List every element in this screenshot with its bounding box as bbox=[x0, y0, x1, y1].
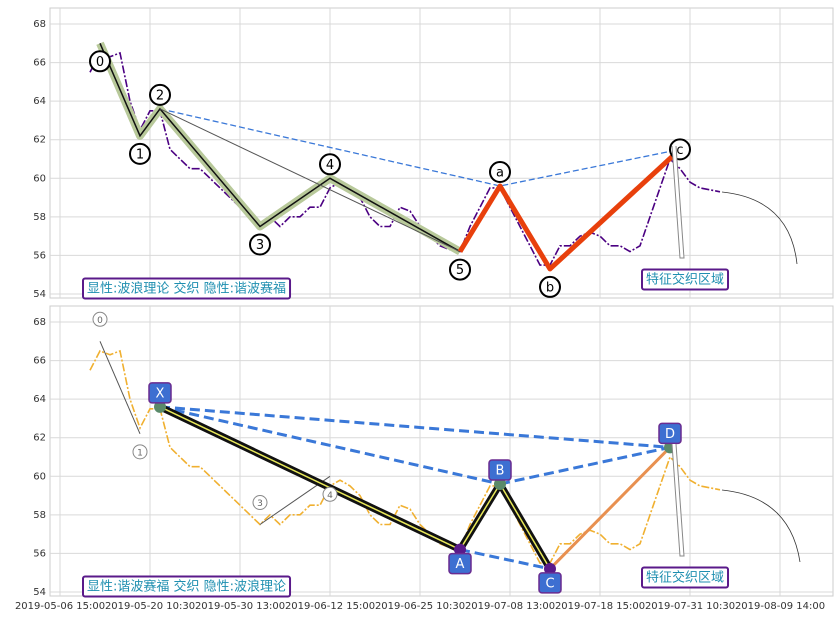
wave-marker bbox=[319, 153, 341, 176]
wave-marker bbox=[129, 142, 151, 165]
y-tick-label: 64 bbox=[33, 394, 46, 405]
y-tick-label: 68 bbox=[33, 19, 46, 30]
pattern-label: D bbox=[665, 427, 675, 442]
y-tick-label: 66 bbox=[33, 58, 46, 69]
x-tick-label: 2019-06-12 15:00 bbox=[285, 601, 375, 612]
annotation-box bbox=[82, 277, 292, 300]
wave-marker bbox=[92, 311, 108, 327]
pattern-label: B bbox=[496, 464, 505, 479]
price-line bbox=[89, 51, 721, 266]
zone-box bbox=[641, 566, 730, 589]
pattern-leg-core bbox=[159, 406, 461, 551]
y-tick-label: 64 bbox=[33, 96, 46, 107]
wave-dashed bbox=[159, 108, 681, 187]
forecast-arc bbox=[721, 191, 798, 265]
wave-label: a bbox=[496, 166, 504, 181]
wave-label: 3 bbox=[257, 499, 263, 509]
zone-label: 特征交织区域 bbox=[646, 272, 724, 288]
pattern-point bbox=[544, 562, 556, 575]
pattern-label: X bbox=[156, 386, 165, 401]
x-tick-label: 2019-07-08 13:00 bbox=[465, 601, 555, 612]
x-tick-label: 2019-05-06 15:00 bbox=[15, 601, 105, 612]
annotation: 显性:谐波赛福 交织 隐性:波浪理论 bbox=[87, 579, 286, 595]
zone-box bbox=[641, 268, 730, 291]
pattern-badge bbox=[148, 382, 172, 404]
panel-frame bbox=[49, 7, 834, 299]
wave-marker bbox=[89, 50, 111, 73]
y-tick-label: 66 bbox=[33, 356, 46, 367]
wave-label: 5 bbox=[456, 263, 464, 278]
x-tick-label: 2019-05-30 13:00 bbox=[195, 601, 285, 612]
x-tick-label: 2019-06-25 10:30 bbox=[375, 601, 465, 612]
pattern-leg-core bbox=[459, 483, 501, 550]
panel-frame bbox=[49, 305, 834, 597]
pattern-point bbox=[494, 478, 506, 490]
pattern-dashed bbox=[459, 548, 551, 571]
pattern-label: C bbox=[545, 576, 554, 591]
y-tick-label: 54 bbox=[33, 587, 46, 598]
zone-pointer bbox=[671, 145, 685, 259]
y-tick-label: 56 bbox=[33, 548, 46, 559]
pattern-badge bbox=[658, 422, 682, 445]
zone-label: 特征交织区域 bbox=[646, 570, 724, 586]
pattern-dashed bbox=[159, 405, 501, 486]
wave-label: 1 bbox=[136, 147, 144, 162]
pattern-badge bbox=[538, 572, 562, 594]
wave-line bbox=[99, 341, 141, 435]
pattern-point bbox=[454, 543, 466, 556]
y-tick-label: 60 bbox=[33, 471, 46, 482]
annotation: 显性:波浪理论 交织 隐性:谐波赛福 bbox=[87, 281, 286, 297]
pattern-point bbox=[154, 400, 166, 413]
y-tick-label: 58 bbox=[33, 510, 46, 521]
x-tick-label: 2019-08-09 14:00 bbox=[735, 601, 825, 612]
wave-marker bbox=[252, 495, 268, 510]
wave-marker bbox=[249, 233, 271, 256]
y-tick-label: 62 bbox=[33, 135, 46, 146]
pattern-leg bbox=[548, 446, 672, 570]
wave-label: 0 bbox=[97, 316, 103, 326]
wave-correction bbox=[457, 147, 682, 272]
pattern-badge bbox=[448, 552, 472, 575]
y-tick-label: 60 bbox=[33, 173, 46, 184]
wave-label: 2 bbox=[156, 88, 164, 103]
x-tick-label: 2019-07-31 10:30 bbox=[645, 601, 735, 612]
pattern-leg-core bbox=[499, 483, 551, 570]
wave-label: c bbox=[676, 143, 683, 158]
wave-label: b bbox=[546, 280, 554, 295]
wave-label: 4 bbox=[326, 158, 334, 173]
wave-marker bbox=[489, 161, 511, 183]
y-tick-label: 62 bbox=[33, 433, 46, 444]
y-tick-label: 56 bbox=[33, 250, 46, 261]
x-tick-label: 2019-05-20 10:30 bbox=[105, 601, 195, 612]
wave-label: 3 bbox=[256, 238, 264, 253]
y-tick-label: 58 bbox=[33, 212, 46, 223]
pattern-dashed bbox=[159, 405, 671, 449]
y-tick-label: 68 bbox=[33, 317, 46, 328]
y-tick-label: 54 bbox=[33, 289, 46, 300]
forecast-arc bbox=[721, 489, 801, 563]
bottom-panel: 54 56 58 60 62 64 66 68 X A B C D 0 1 3 4 显性:谐波赛福 交织 隐性:波… bbox=[33, 306, 833, 598]
x-tick-label: 2019-07-18 15:00 bbox=[555, 601, 645, 612]
wave-line bbox=[99, 42, 461, 253]
price-line bbox=[89, 349, 721, 564]
annotation-box bbox=[82, 575, 292, 598]
pattern-badge bbox=[488, 459, 512, 481]
pattern-label: A bbox=[456, 557, 465, 572]
wave-marker bbox=[132, 444, 148, 460]
wave-marker bbox=[322, 486, 338, 502]
wave-marker bbox=[449, 258, 471, 281]
zone-pointer bbox=[671, 443, 685, 557]
wave-label: 4 bbox=[327, 491, 333, 501]
wave-marker bbox=[539, 275, 561, 298]
wave-marker bbox=[149, 83, 171, 106]
wave-label: 0 bbox=[96, 55, 104, 70]
wave-label: 1 bbox=[137, 448, 143, 458]
wave-line bbox=[159, 108, 461, 253]
top-panel: 54 56 58 60 62 64 66 68 0 1 2 3 4 5 a b c 显性:波浪理论 交织 隐性:谐… bbox=[33, 8, 833, 300]
pattern-dashed bbox=[499, 445, 671, 486]
